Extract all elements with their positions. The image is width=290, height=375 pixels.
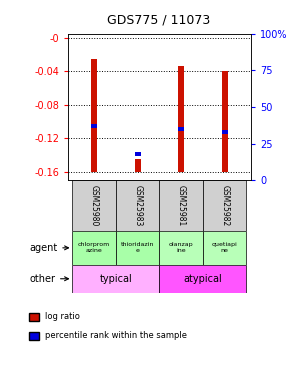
FancyBboxPatch shape [116, 231, 160, 265]
Text: olanzap
ine: olanzap ine [169, 243, 193, 253]
Text: other: other [29, 274, 68, 284]
Bar [178, 66, 184, 172]
Bar [91, 59, 97, 172]
Bar [91, 124, 97, 128]
Text: GDS775 / 11073: GDS775 / 11073 [107, 13, 211, 26]
Bar [178, 128, 184, 130]
Text: GSM25981: GSM25981 [177, 185, 186, 226]
FancyBboxPatch shape [203, 231, 246, 265]
FancyBboxPatch shape [203, 180, 246, 231]
Text: log ratio: log ratio [45, 312, 80, 321]
Text: GSM25982: GSM25982 [220, 185, 229, 226]
FancyBboxPatch shape [160, 265, 246, 292]
FancyBboxPatch shape [72, 180, 116, 231]
Text: agent: agent [29, 243, 68, 253]
Text: thioridazin
e: thioridazin e [121, 243, 155, 253]
FancyBboxPatch shape [72, 231, 116, 265]
Text: GSM25983: GSM25983 [133, 185, 142, 226]
Text: atypical: atypical [184, 274, 222, 284]
FancyBboxPatch shape [116, 180, 160, 231]
Text: GSM25980: GSM25980 [90, 185, 99, 226]
Bar [222, 71, 228, 172]
Bar [135, 152, 141, 156]
Text: chlorprom
azine: chlorprom azine [78, 243, 110, 253]
Text: typical: typical [100, 274, 132, 284]
Bar [222, 130, 228, 134]
FancyBboxPatch shape [160, 180, 203, 231]
Bar [135, 159, 141, 172]
Text: quetiapi
ne: quetiapi ne [212, 243, 238, 253]
Text: percentile rank within the sample: percentile rank within the sample [45, 331, 187, 340]
FancyBboxPatch shape [72, 265, 160, 292]
FancyBboxPatch shape [160, 231, 203, 265]
